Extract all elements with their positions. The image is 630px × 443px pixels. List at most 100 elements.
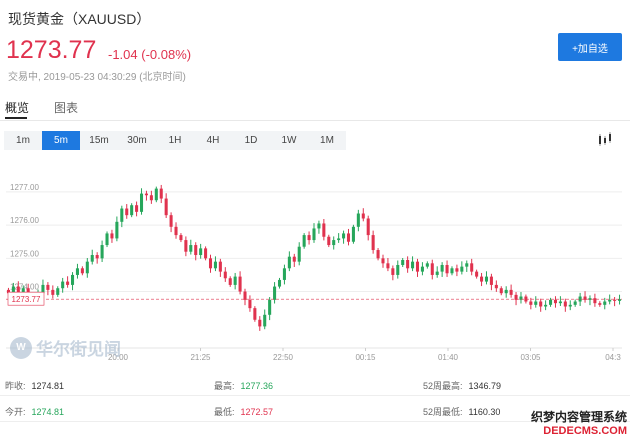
candle-body [75, 268, 79, 275]
tab-chart[interactable]: 图表 [54, 101, 79, 115]
candle-body [519, 296, 523, 300]
candle-body [484, 276, 489, 282]
candle-body [544, 304, 548, 307]
candle-body [618, 299, 622, 301]
current-price: 1273.77 [6, 36, 97, 64]
candle-body [110, 233, 114, 239]
candle-body [558, 301, 562, 304]
candle-body [593, 298, 597, 304]
main-tabs: 概览 图表 [0, 96, 630, 121]
stat-low: 最低: 1272.57 [214, 407, 274, 417]
price-chart[interactable]: 1277.00 1276.00 1275.00 1274.00 20:00 21:25 22… [0, 168, 630, 368]
trading-status: 交易中, 2019-05-23 04:30:29 (北京时间) [8, 72, 186, 83]
candle-body [174, 226, 178, 236]
stats-row: 今开: 1274.81 最低: 1272.57 52周最低: 1160.30 [0, 399, 630, 422]
candle-body [361, 213, 365, 219]
candle-body [228, 278, 232, 285]
candle-body [534, 301, 538, 305]
period-30m[interactable]: 30m [127, 135, 147, 146]
candle-body [125, 208, 129, 216]
candle-body [16, 286, 20, 295]
period-1d[interactable]: 1D [244, 135, 258, 146]
candle-body [297, 246, 301, 262]
tab-overview[interactable]: 概览 [5, 101, 30, 115]
current-price-tag [7, 291, 45, 306]
candle-body [608, 299, 612, 302]
candle-body [529, 301, 533, 305]
candle-body [598, 303, 602, 305]
candle-body [445, 264, 449, 274]
candle-body [312, 228, 316, 241]
period-1m[interactable]: 1m [16, 135, 30, 146]
candle-body [549, 299, 553, 305]
period-5m[interactable]: 5m [42, 131, 80, 150]
candle-body [11, 286, 15, 294]
period-1h[interactable]: 1H [168, 135, 182, 146]
candle-body [573, 301, 577, 305]
x-tick-label: 22:50 [273, 353, 294, 362]
candle-body [351, 226, 355, 242]
candle-body [61, 281, 65, 289]
price-change: -1.04 (-0.08%) [108, 47, 192, 62]
candle-body [21, 288, 25, 295]
candle-body [95, 255, 99, 259]
candle-body [139, 193, 144, 212]
candle-body [66, 281, 70, 285]
brand-watermark: W 华尔街见闻 [10, 335, 121, 360]
candle-body [430, 263, 434, 275]
candle-body [322, 223, 326, 237]
candle-body [130, 205, 134, 216]
x-tick-label: 20:00 [108, 353, 129, 362]
candle-body [144, 193, 148, 196]
candle-body [489, 276, 493, 285]
candle-body [233, 276, 237, 285]
candle-body [100, 245, 104, 259]
candle-body [273, 286, 277, 300]
candle-body [514, 294, 518, 300]
candle-body [494, 284, 498, 289]
candle-body [415, 261, 420, 272]
candle-body [105, 233, 109, 246]
candle-body [243, 291, 247, 300]
candle-body [509, 289, 513, 295]
period-1mo[interactable]: 1M [320, 135, 334, 146]
candle-body [248, 299, 252, 309]
add-to-watchlist-button[interactable]: +加自选 [558, 33, 622, 61]
candle-body [85, 261, 89, 274]
x-tick-label: 01:40 [438, 353, 459, 362]
period-selector: 1m 5m 15m 30m 1H 4H 1D 1W 1M [4, 131, 346, 150]
stat-open: 今开: 1274.81 [5, 407, 65, 417]
candle-body [317, 223, 321, 229]
stat-prev-close: 昨收: 1274.81 [5, 381, 65, 391]
candle-body [411, 261, 415, 269]
candle-body [51, 289, 55, 295]
x-tick-label: 03:05 [520, 353, 541, 362]
candle-body [189, 245, 193, 252]
corner-watermark: 织梦内容管理系统 DEDECMS.COM [530, 410, 627, 437]
candle-body [6, 289, 10, 294]
candle-body [420, 266, 424, 272]
stats-row: 昨收: 1274.81 最高: 1277.36 52周最高: 1346.79 [0, 373, 630, 396]
candlestick-icon[interactable] [597, 131, 613, 147]
candle-body [524, 296, 528, 302]
candle-body [455, 268, 459, 272]
candle-body [568, 304, 572, 307]
current-price-label: 1273.77 [12, 295, 41, 304]
y-tick-label: 1276.00 [10, 216, 39, 225]
candle-body [213, 261, 217, 269]
x-tick-label: 21:25 [190, 353, 211, 362]
candle-body [292, 256, 296, 262]
candle-body [603, 301, 607, 305]
period-1w[interactable]: 1W [281, 135, 297, 146]
candle-body [425, 263, 429, 267]
candle-body [563, 301, 567, 307]
x-tick-label: 00:15 [355, 353, 376, 362]
candle-body [223, 271, 227, 279]
brand-watermark-text: 华尔街见闻 [36, 340, 121, 359]
candle-body [287, 256, 291, 269]
candle-body [391, 268, 395, 275]
period-15m[interactable]: 15m [89, 135, 109, 146]
period-4h[interactable]: 4H [206, 135, 220, 146]
y-tick-label: 1277.00 [10, 183, 39, 192]
candle-body [277, 279, 282, 287]
